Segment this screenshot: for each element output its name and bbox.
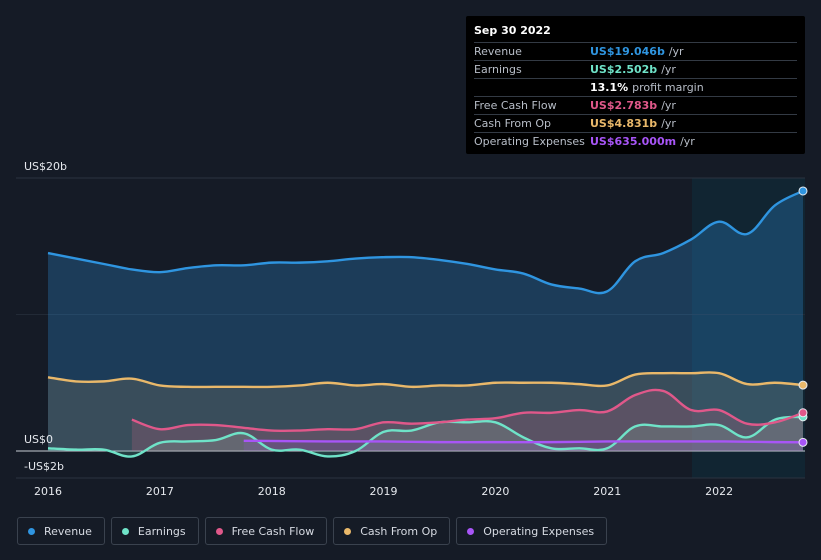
tooltip-row-value: US$2.502b bbox=[590, 63, 658, 76]
legend: Revenue Earnings Free Cash Flow Cash From O… bbox=[17, 517, 608, 545]
tooltip-row-unit: profit margin bbox=[632, 81, 704, 94]
tooltip-row-label: Free Cash Flow bbox=[474, 99, 557, 112]
x-tick-label: 2016 bbox=[34, 485, 62, 498]
tooltip-row: Cash From Op US$4.831b/yr bbox=[474, 115, 797, 133]
y-label-zero: US$0 bbox=[24, 433, 54, 446]
y-label-bottom: -US$2b bbox=[24, 460, 64, 473]
highlight-band bbox=[692, 178, 805, 478]
line-earnings bbox=[47, 415, 804, 458]
legend-item-free-cash-flow[interactable]: Free Cash Flow bbox=[204, 517, 328, 545]
series-lines bbox=[47, 189, 804, 458]
legend-item-earnings[interactable]: Earnings bbox=[110, 517, 199, 545]
tooltip-row-label: Earnings bbox=[474, 63, 522, 76]
x-tick-label: 2020 bbox=[481, 485, 510, 498]
tooltip-row-unit: /yr bbox=[680, 135, 695, 148]
legend-label: Earnings bbox=[137, 524, 186, 538]
tooltip-row-value: US$2.783b bbox=[590, 99, 658, 112]
legend-item-revenue[interactable]: Revenue bbox=[17, 517, 105, 545]
tooltip-row: 13.1% profit margin bbox=[474, 79, 797, 97]
legend-item-operating-expenses[interactable]: Operating Expenses bbox=[456, 517, 608, 545]
tooltip-row-unit: /yr bbox=[668, 45, 684, 58]
line-revenue bbox=[47, 189, 804, 295]
tooltip-row-unit: /yr bbox=[661, 99, 676, 112]
tooltip-row-unit: /yr bbox=[661, 117, 676, 130]
series-endpoints bbox=[798, 186, 808, 447]
x-tick-label: 2021 bbox=[593, 485, 622, 498]
legend-label: Revenue bbox=[44, 524, 92, 538]
legend-label: Operating Expenses bbox=[483, 524, 595, 538]
line-free-cash-flow bbox=[131, 388, 804, 433]
legend-label: Free Cash Flow bbox=[231, 524, 315, 538]
tooltip-row-value: US$19.046b bbox=[590, 45, 665, 58]
tooltip-panel: Sep 30 2022 Revenue US$19.046b/yr Earnings… bbox=[466, 16, 805, 154]
line-cash-from-op bbox=[47, 371, 804, 389]
area-operating-expenses bbox=[243, 440, 804, 451]
line-operating-expenses bbox=[243, 439, 804, 444]
legend-dot-icon bbox=[215, 527, 223, 535]
x-tick-label: 2017 bbox=[145, 485, 174, 498]
tooltip-date: Sep 30 2022 bbox=[474, 24, 797, 43]
legend-dot-icon bbox=[28, 527, 35, 535]
series-areas bbox=[48, 190, 804, 457]
x-tick-label: 2018 bbox=[257, 485, 286, 498]
tooltip-row-label: Operating Expenses bbox=[474, 135, 585, 148]
tooltip-row: Earnings US$2.502b/yr bbox=[474, 61, 797, 79]
tooltip-row: Operating Expenses US$635.000m/yr bbox=[474, 133, 797, 150]
tooltip-row-label: Revenue bbox=[474, 45, 522, 58]
area-cash-from-op bbox=[48, 372, 803, 451]
tooltip-row-value: US$635.000m bbox=[590, 135, 677, 148]
endpoint-free-cash-flow bbox=[798, 408, 808, 418]
y-label-top: US$20b bbox=[24, 160, 68, 173]
tooltip-row: Free Cash Flow US$2.783b/yr bbox=[474, 97, 797, 115]
tooltip-row-value: US$4.831b bbox=[590, 117, 658, 130]
tooltip-row-label: Cash From Op bbox=[474, 117, 552, 130]
tooltip-row-value: 13.1% bbox=[590, 81, 629, 94]
tooltip-row-unit: /yr bbox=[661, 63, 676, 76]
legend-dot-icon bbox=[467, 527, 475, 535]
endpoint-revenue bbox=[798, 186, 808, 196]
area-earnings bbox=[48, 416, 803, 457]
x-tick-label: 2019 bbox=[369, 485, 398, 498]
grid bbox=[16, 177, 805, 479]
legend-dot-icon bbox=[121, 527, 129, 535]
endpoint-operating-expenses bbox=[798, 437, 808, 447]
legend-item-cash-from-op[interactable]: Cash From Op bbox=[333, 517, 451, 545]
x-tick-label: 2022 bbox=[705, 485, 734, 498]
legend-dot-icon bbox=[344, 527, 352, 535]
tooltip-rows: Revenue US$19.046b/yr Earnings US$2.502b/yr… bbox=[474, 43, 797, 150]
tooltip-row: Revenue US$19.046b/yr bbox=[474, 43, 797, 61]
endpoint-cash-from-op bbox=[798, 380, 808, 390]
legend-label: Cash From Op bbox=[360, 524, 438, 538]
